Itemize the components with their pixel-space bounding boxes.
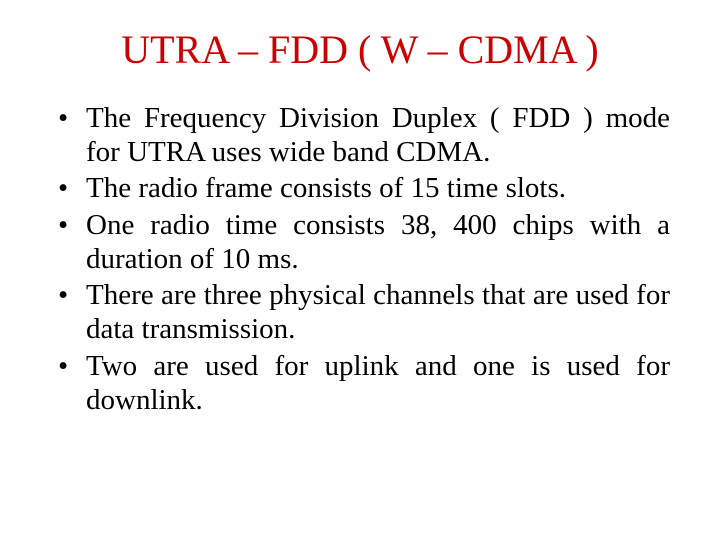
list-item: Two are used for uplink and one is used … [50, 349, 670, 417]
list-item: One radio time consists 38, 400 chips wi… [50, 208, 670, 276]
slide-title: UTRA – FDD ( W – CDMA ) [50, 26, 670, 73]
list-item: The radio frame consists of 15 time slot… [50, 171, 670, 205]
list-item: There are three physical channels that a… [50, 278, 670, 346]
bullet-list: The Frequency Division Duplex ( FDD ) mo… [50, 101, 670, 417]
list-item: The Frequency Division Duplex ( FDD ) mo… [50, 101, 670, 169]
